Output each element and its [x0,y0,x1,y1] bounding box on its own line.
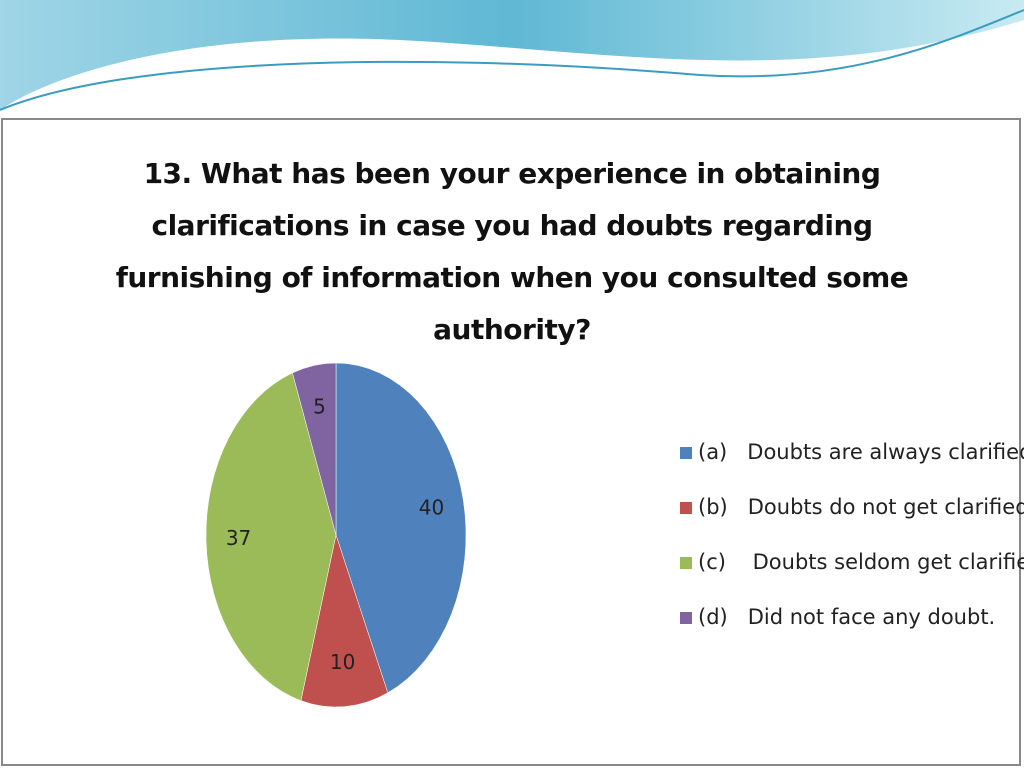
legend-label: (d) Did not face any doubt. [698,605,995,629]
data-label: 40 [419,495,444,519]
pie-slice [205,372,337,701]
legend-swatch [680,502,692,514]
header-wave [0,0,1024,110]
legend: (a) Doubts are always clarified (b) Doubt… [680,440,1024,629]
data-label: 10 [330,650,355,674]
pie-slice [292,362,337,536]
frame [1,118,1021,766]
header-line [0,9,1024,111]
pie: 40 10 37 5 [205,362,467,708]
data-label: 37 [226,526,251,550]
legend-label: (b) Doubts do not get clarified, [698,495,1024,519]
legend-swatch [680,612,692,624]
legend-label: (a) Doubts are always clarified [698,440,1024,464]
pie-slice [335,362,467,694]
legend-swatch [680,447,692,459]
legend-swatch [680,557,692,569]
legend-label: (c) Doubts seldom get clarified, [698,550,1024,574]
chart-title: 13. What has been your experience in obt… [115,157,909,346]
data-label: 5 [313,394,326,418]
pie-slice [300,534,389,708]
